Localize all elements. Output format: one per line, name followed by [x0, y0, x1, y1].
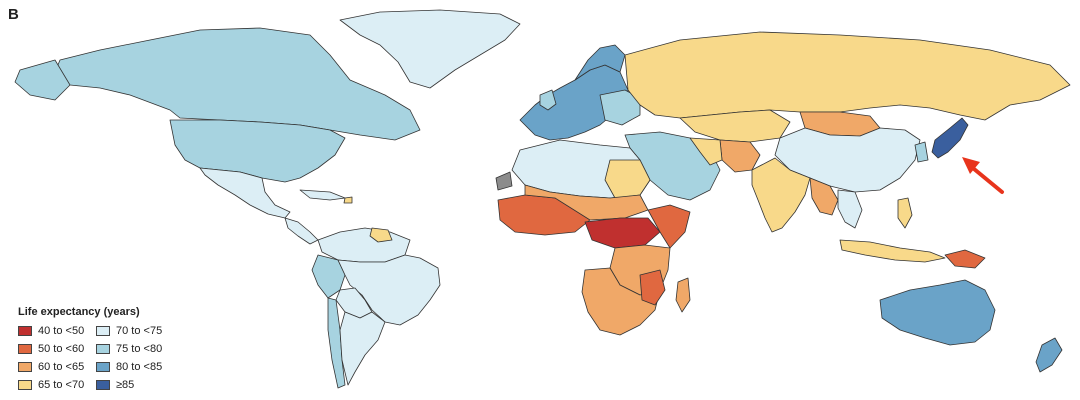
region-korea: [914, 141, 929, 163]
legend-label: 50 to <60: [38, 342, 85, 355]
region-india: [751, 157, 811, 233]
region-australia: [879, 279, 996, 346]
region-se-asia: [809, 177, 839, 216]
legend-item: 70 to <75: [96, 323, 186, 338]
region-japan: [931, 117, 969, 159]
region-uk: [539, 89, 557, 111]
region-mozambique: [639, 269, 666, 306]
legend-label: ≥85: [116, 378, 135, 391]
legend-swatch: [96, 325, 110, 336]
legend-swatch: [18, 343, 32, 354]
region-new-zealand: [1035, 337, 1063, 373]
region-south-america-north: [317, 227, 411, 263]
region-kazakhstan: [679, 109, 791, 143]
annotation-arrow: [962, 157, 1004, 194]
legend-label: 80 to <85: [116, 360, 163, 373]
legend-label: 60 to <65: [38, 360, 85, 373]
legend-item: ≥85: [96, 377, 186, 392]
region-mexico: [199, 167, 291, 219]
region-alaska: [14, 59, 71, 101]
region-philippines: [897, 197, 913, 229]
legend-swatch: [18, 361, 32, 372]
region-canada: [54, 27, 421, 141]
legend-grid: 40 to <50 70 to <75 50 to <60 75 to <80 …: [18, 323, 193, 392]
legend-swatch: [96, 379, 110, 390]
region-indochina: [837, 189, 863, 229]
region-horn-of-africa: [647, 204, 691, 249]
region-central-asia: [689, 137, 723, 166]
region-papua-new-guinea: [944, 249, 986, 269]
region-caribbean: [299, 189, 346, 201]
region-greenland: [339, 9, 521, 89]
legend-item: 50 to <60: [18, 341, 96, 356]
region-madagascar: [675, 277, 691, 313]
legend-item: 75 to <80: [96, 341, 186, 356]
region-northeast-africa: [604, 159, 651, 199]
legend-label: 75 to <80: [116, 342, 163, 355]
region-indonesia: [839, 239, 946, 263]
map-legend: Life expectancy (years) 40 to <50 70 to …: [18, 306, 193, 392]
legend-item: 60 to <65: [18, 359, 96, 374]
legend-swatch: [96, 361, 110, 372]
legend-label: 65 to <70: [38, 378, 85, 391]
region-southern-africa: [581, 267, 661, 336]
panel-label: B: [8, 6, 19, 23]
region-afghanistan: [719, 139, 761, 173]
legend-swatch: [96, 343, 110, 354]
region-usa: [169, 119, 346, 183]
legend-label: 40 to <50: [38, 324, 85, 337]
region-russia: [624, 31, 1071, 121]
legend-item: 65 to <70: [18, 377, 96, 392]
region-central-america: [284, 217, 319, 245]
region-central-africa: [584, 217, 661, 249]
legend-label: 70 to <75: [116, 324, 163, 337]
region-chile: [327, 297, 346, 389]
legend-item: 40 to <50: [18, 323, 96, 338]
legend-title: Life expectancy (years): [18, 306, 140, 318]
legend-swatch: [18, 379, 32, 390]
legend-swatch: [18, 325, 32, 336]
legend-item: 80 to <85: [96, 359, 186, 374]
region-no-data: [495, 171, 513, 191]
region-argentina: [339, 311, 386, 386]
region-eastern-europe: [599, 89, 641, 126]
region-guyana: [369, 227, 393, 243]
region-haiti: [343, 196, 353, 204]
